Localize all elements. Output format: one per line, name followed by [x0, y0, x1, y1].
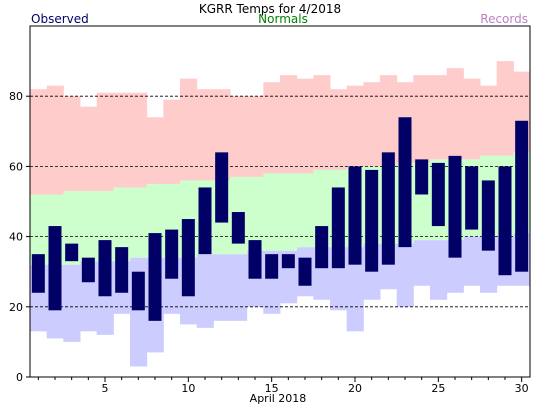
- x-tick-label-30: 30: [515, 382, 529, 395]
- observed-bar-day-20: [348, 166, 362, 265]
- record-high-band-day-3: [63, 96, 81, 191]
- record-low-band-day-24: [413, 240, 431, 286]
- record-high-band-day-18: [313, 75, 331, 170]
- record-high-band-day-4: [80, 106, 98, 191]
- observed-bar-day-27: [465, 166, 479, 230]
- record-high-band-day-15: [263, 82, 281, 174]
- record-high-band-day-26: [446, 68, 464, 160]
- observed-bar-day-17: [298, 257, 312, 286]
- record-low-band-day-23: [396, 243, 414, 307]
- record-high-band-day-24: [413, 75, 431, 163]
- y-tick-label-40: 40: [9, 231, 23, 244]
- record-high-band-day-7: [130, 92, 148, 188]
- normal-band-day-14: [246, 176, 264, 251]
- record-low-band-day-28: [480, 236, 498, 293]
- observed-bar-day-4: [81, 257, 95, 283]
- observed-bar-day-2: [48, 226, 62, 311]
- observed-bar-day-22: [381, 152, 395, 265]
- record-low-band-day-27: [463, 236, 481, 286]
- x-tick-label-5: 5: [102, 382, 109, 395]
- record-high-band-day-14: [246, 96, 264, 177]
- observed-bar-day-7: [131, 271, 145, 311]
- record-high-band-day-22: [380, 75, 398, 167]
- normal-band-day-7: [130, 187, 148, 258]
- observed-bar-day-9: [165, 229, 179, 279]
- normal-band-day-15: [263, 173, 281, 251]
- record-high-band-day-16: [280, 75, 298, 174]
- observed-bar-day-12: [215, 152, 229, 223]
- record-low-band-day-12: [213, 254, 231, 321]
- record-high-band-day-2: [46, 85, 64, 195]
- observed-bar-day-21: [365, 169, 379, 272]
- record-high-band-day-19: [330, 89, 348, 170]
- record-high-band-day-13: [230, 96, 248, 177]
- record-high-band-day-20: [346, 85, 364, 167]
- observed-bar-day-15: [265, 254, 279, 279]
- record-low-band-day-13: [230, 254, 248, 321]
- observed-bar-day-1: [31, 254, 45, 293]
- observed-bar-day-8: [148, 233, 162, 321]
- observed-bar-day-19: [331, 187, 345, 269]
- observed-bar-day-29: [498, 166, 512, 276]
- observed-bar-day-11: [198, 187, 212, 255]
- record-low-band-day-3: [63, 264, 81, 342]
- record-high-band-day-25: [430, 75, 448, 160]
- record-high-band-day-11: [196, 89, 214, 181]
- observed-bar-day-5: [98, 240, 112, 297]
- observed-bar-day-10: [181, 219, 195, 297]
- normal-band-day-16: [280, 173, 298, 251]
- y-tick-label-20: 20: [9, 301, 23, 314]
- record-high-band-day-28: [480, 85, 498, 156]
- observed-bar-day-16: [281, 254, 295, 269]
- observed-bar-day-23: [398, 117, 412, 248]
- normal-band-day-1: [30, 194, 48, 265]
- observed-bar-day-30: [515, 120, 529, 272]
- record-high-band-day-21: [363, 82, 381, 167]
- normal-band-day-4: [80, 190, 98, 262]
- record-high-band-day-5: [96, 92, 114, 191]
- chart-title: KGRR Temps for 4/2018: [199, 2, 341, 16]
- legend-normals: Normals: [258, 12, 308, 26]
- observed-bar-day-26: [448, 155, 462, 258]
- y-tick-label-60: 60: [9, 160, 23, 173]
- observed-bar-day-13: [231, 212, 245, 244]
- record-high-band-day-10: [180, 78, 198, 181]
- x-tick-label-20: 20: [348, 382, 362, 395]
- legend-observed: Observed: [31, 12, 89, 26]
- record-high-band-day-17: [296, 78, 314, 174]
- record-high-band-day-6: [113, 92, 131, 188]
- x-tick-label-15: 15: [265, 382, 279, 395]
- observed-bar-day-28: [481, 180, 495, 251]
- observed-bar-day-3: [65, 243, 79, 262]
- record-high-band-day-1: [30, 89, 48, 195]
- normal-band-day-17: [296, 173, 314, 248]
- record-low-band-day-20: [346, 247, 364, 332]
- observed-bar-day-24: [415, 159, 429, 195]
- plot-frame: [29, 25, 531, 378]
- observed-bar-day-18: [315, 226, 329, 269]
- observed-bar-day-25: [431, 162, 445, 227]
- y-tick-label-80: 80: [9, 90, 23, 103]
- record-low-band-day-11: [196, 254, 214, 328]
- x-tick-label-10: 10: [181, 382, 195, 395]
- x-axis-label: April 2018: [250, 392, 307, 405]
- y-tick-label-0: 0: [16, 371, 23, 384]
- observed-bar-day-14: [248, 240, 262, 279]
- observed-bar-day-6: [115, 247, 129, 293]
- x-tick-label-25: 25: [431, 382, 445, 395]
- record-low-band-day-25: [430, 240, 448, 300]
- record-high-band-day-9: [163, 99, 181, 184]
- record-high-band-day-27: [463, 78, 481, 160]
- record-high-band-day-8: [146, 117, 164, 184]
- normal-band-day-6: [113, 187, 131, 262]
- record-high-band-day-29: [496, 61, 514, 156]
- legend-records: Records: [480, 12, 528, 26]
